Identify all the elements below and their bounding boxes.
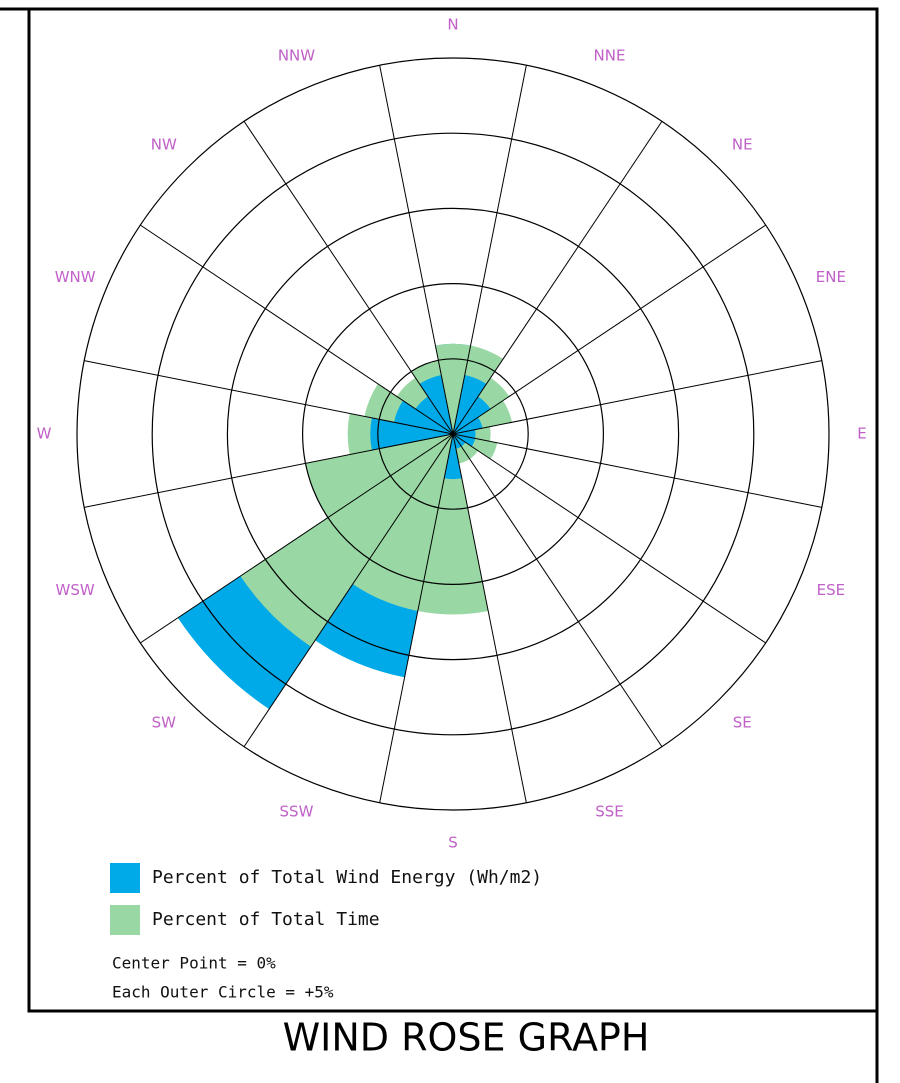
wedge [370,417,453,451]
direction-label: E [857,425,866,443]
spoke [452,433,766,644]
note: Each Outer Circle = +5% [112,983,334,1002]
wedge [393,400,453,434]
wedge [419,374,453,434]
wedge [415,396,453,434]
direction-label: NE [732,135,753,153]
chart-title: WIND ROSE GRAPH [283,1016,650,1060]
rose [76,57,830,811]
direction-label: WNW [55,268,96,286]
direction-label: NW [151,135,177,153]
wedge [435,343,471,434]
direction-label: ESE [817,581,845,599]
wedge [453,429,476,439]
wedge [453,417,483,434]
legend-label: Percent of Total Wind Energy (Wh/m2) [152,867,542,888]
spoke [84,433,454,508]
direction-label: SW [152,714,177,732]
direction-label: ENE [816,268,846,286]
wedge [444,434,462,480]
wedge [305,434,453,518]
ring [76,57,830,811]
spoke [140,433,454,644]
spoke [452,433,527,803]
direction-label: SSE [595,802,624,820]
spoke [140,224,454,435]
direction-label: W [37,425,52,443]
direction-label: S [448,834,458,852]
legend-label: Percent of Total Time [152,909,380,930]
spoke [243,121,454,435]
spoke [452,121,663,435]
note: Center Point = 0% [112,954,276,973]
spoke [452,65,527,435]
spoke [379,433,454,803]
spoke [452,433,822,508]
ring [226,207,680,661]
direction-label: NNE [594,47,626,65]
wedge [453,374,487,434]
wedge [352,434,453,612]
frame [27,7,879,1013]
spoke [452,224,766,435]
spoke [243,433,454,747]
legend-swatch [110,905,140,935]
spoke [379,65,454,435]
direction-label: SE [733,714,752,732]
spoke [452,433,663,747]
direction-label: NNW [278,47,315,65]
wedge [453,396,491,434]
spoke [84,360,454,435]
ring [377,358,529,510]
direction-label: N [447,16,458,34]
legend-swatch [110,863,140,893]
direction-label: WSW [56,581,95,599]
wedge [417,434,489,615]
spoke [452,360,822,435]
wedge [453,434,466,447]
direction-label: SSW [280,802,314,820]
ring [302,283,604,585]
ring [151,132,755,736]
